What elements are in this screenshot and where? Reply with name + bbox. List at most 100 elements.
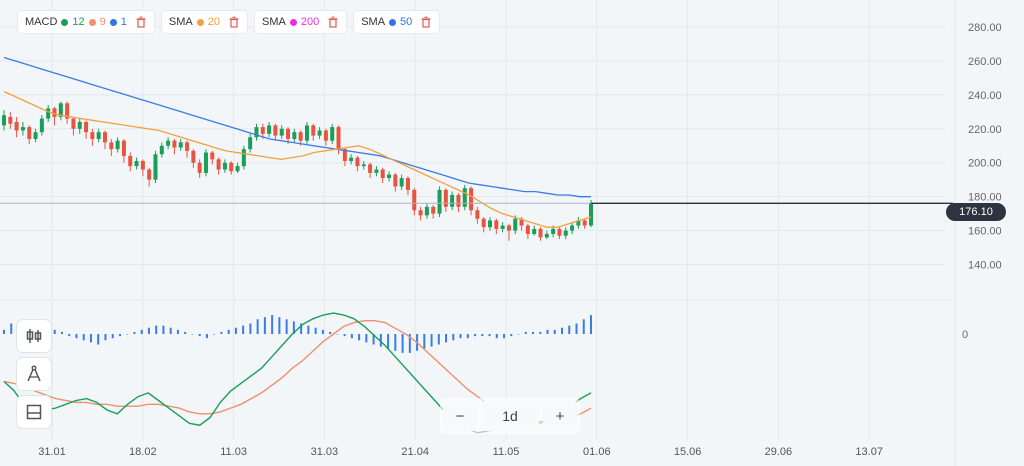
macd-histogram-bar — [394, 334, 397, 351]
legend-color-dot — [61, 18, 69, 26]
x-tick-label: 11.03 — [220, 446, 247, 458]
macd-histogram-bar — [256, 319, 259, 334]
zoom-out-button[interactable]: − — [443, 401, 477, 431]
macd-histogram-bar — [336, 334, 339, 335]
macd-histogram-bar — [300, 323, 303, 334]
current-price-badge: 176.10 — [946, 203, 1006, 221]
candle-body — [494, 220, 499, 229]
candle-body — [33, 132, 38, 139]
candle-body — [115, 140, 120, 150]
candle-body — [405, 178, 410, 190]
trash-icon[interactable] — [327, 16, 339, 28]
candle-body — [374, 169, 379, 173]
legend-chip-sma-50[interactable]: SMA 50 — [354, 11, 440, 33]
price-tick-label: 140.00 — [968, 260, 1002, 272]
price-tick-label: 180.00 — [968, 192, 1002, 204]
candle-body — [140, 161, 145, 170]
candle-body — [267, 125, 272, 134]
candle-body — [210, 152, 215, 160]
candle-body — [14, 122, 19, 131]
candle-body — [557, 228, 562, 236]
macd-histogram-bar — [213, 334, 216, 335]
period-selector[interactable]: 1d — [481, 401, 539, 431]
candle-body — [387, 174, 392, 178]
macd-histogram-bar — [590, 315, 592, 334]
candle-body — [279, 128, 284, 136]
candle-body — [58, 103, 63, 117]
legend-chip-macd-12-9-1[interactable]: MACD 12 9 1 — [18, 11, 154, 33]
candle-body — [235, 166, 240, 172]
macd-histogram-bar — [459, 334, 462, 339]
candle-body — [330, 127, 335, 141]
candle-body — [77, 122, 82, 129]
candle-body — [298, 132, 303, 141]
candle-body — [475, 210, 480, 219]
macd-histogram-bar — [350, 334, 353, 339]
candle-body — [71, 118, 76, 129]
legend-indicator-name: SMA — [361, 16, 386, 28]
trash-icon[interactable] — [228, 16, 240, 28]
drawing-tool-button[interactable] — [17, 358, 51, 390]
macd-histogram-bar — [582, 319, 585, 334]
x-tick-label: 15.06 — [674, 446, 702, 458]
legend-param: 9 — [99, 16, 106, 28]
macd-histogram-bar — [271, 315, 274, 334]
candle-body — [222, 162, 227, 170]
candles-tool-button[interactable] — [17, 320, 51, 352]
candle-body — [519, 218, 524, 226]
candle-body — [513, 218, 518, 231]
legend-color-dot — [109, 18, 117, 26]
legend-chip-sma-200[interactable]: SMA 200 — [254, 11, 347, 33]
candle-body — [488, 220, 493, 228]
macd-histogram-bar — [60, 331, 63, 334]
x-tick-label: 11.05 — [493, 446, 520, 458]
candle-body — [20, 127, 25, 131]
macd-histogram-bar — [68, 334, 71, 337]
candle-body — [96, 132, 101, 139]
sma20-line — [3, 90, 592, 228]
candle-body — [342, 149, 347, 162]
price-tick-label: 200.00 — [968, 158, 1002, 170]
candle-body — [361, 164, 366, 167]
macd-histogram-bar — [227, 329, 230, 334]
macd-histogram-bar — [423, 334, 426, 349]
candle-body — [39, 118, 44, 133]
legend-chip-sma-20[interactable]: SMA 20 — [161, 11, 247, 33]
macd-histogram-bar — [169, 327, 172, 334]
candle-body — [563, 230, 568, 236]
macd-histogram-bar — [111, 334, 114, 339]
macd-histogram-bar — [314, 327, 317, 334]
candle-body — [551, 228, 556, 234]
candle-body — [393, 174, 398, 187]
candle-body — [349, 157, 354, 162]
zoom-in-button[interactable]: + — [543, 401, 577, 431]
candle-body — [456, 194, 461, 207]
macd-histogram-bar — [285, 319, 288, 334]
candle-body — [317, 130, 322, 136]
candle-body — [311, 125, 316, 136]
x-tick-label: 21.04 — [401, 446, 429, 458]
candle-body — [172, 140, 177, 148]
macd-histogram-bar — [292, 321, 295, 334]
candle-body — [450, 194, 455, 207]
macd-histogram-bar — [133, 331, 136, 334]
candle-body — [469, 188, 474, 211]
candle-body — [8, 116, 13, 124]
trash-icon[interactable] — [135, 16, 147, 28]
drawing-compass-icon — [27, 365, 41, 382]
candle-body — [84, 122, 89, 133]
macd-histogram-bar — [387, 334, 390, 349]
legend-color-dot — [196, 18, 204, 26]
candle-body — [368, 164, 373, 173]
candle-body — [304, 125, 309, 141]
macd-histogram-bar — [307, 325, 310, 334]
layout-tool-button[interactable] — [17, 396, 51, 428]
macd-histogram-bar — [104, 334, 107, 341]
macd-histogram-bar — [553, 329, 556, 334]
candle-body — [273, 125, 278, 136]
trash-icon[interactable] — [420, 16, 432, 28]
candle-body — [418, 210, 423, 216]
macd-histogram-bar — [561, 327, 564, 334]
macd-histogram-bar — [437, 334, 440, 345]
